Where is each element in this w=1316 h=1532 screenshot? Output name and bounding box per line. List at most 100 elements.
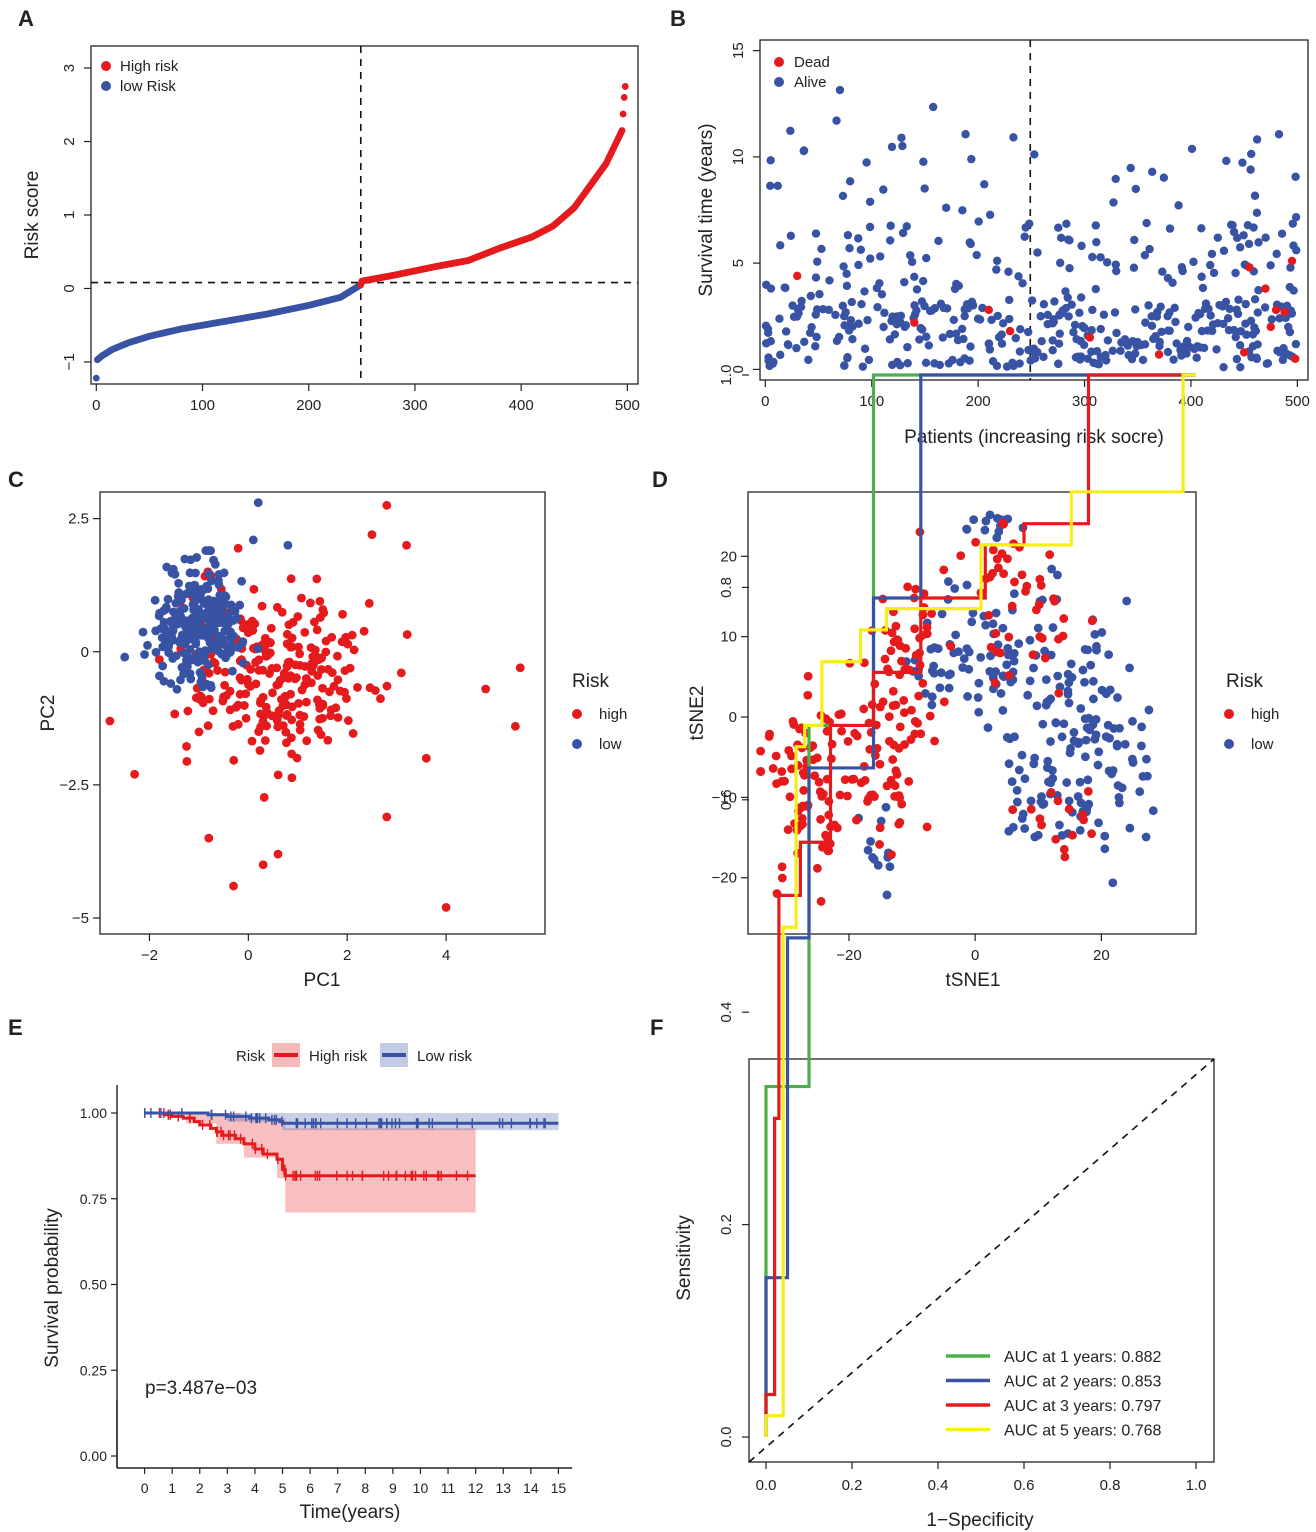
alive-point [918, 276, 928, 286]
alive-point [876, 252, 885, 261]
low-point [237, 576, 247, 586]
alive-point [1050, 297, 1059, 306]
alive-point [1096, 253, 1105, 262]
low-point [1063, 689, 1073, 699]
low-point [253, 644, 263, 654]
plot-border [99, 491, 546, 935]
y-tick-label: 0 [61, 284, 78, 292]
high-point [1008, 805, 1018, 815]
high-point [312, 625, 322, 635]
low-point [1113, 693, 1122, 702]
alive-point [966, 342, 975, 351]
high-point [1059, 614, 1069, 623]
low-point [967, 617, 977, 627]
low-point [1104, 650, 1114, 659]
high-point [922, 623, 932, 632]
low-point [1128, 716, 1137, 726]
high-point [376, 694, 385, 703]
alive-point [912, 306, 921, 315]
high-point [895, 722, 905, 732]
low-point [1029, 663, 1038, 673]
low-point [1030, 753, 1040, 763]
alive-point [898, 141, 907, 151]
low-point [991, 608, 1001, 618]
alive-point [1096, 324, 1105, 334]
alive-point [1246, 165, 1255, 174]
alive-point [1277, 229, 1287, 238]
high-point [875, 840, 884, 849]
dead-point [1287, 256, 1297, 266]
alive-point [1174, 201, 1183, 210]
high-point [1068, 830, 1077, 840]
low-point [1094, 747, 1104, 757]
high-point [510, 721, 520, 731]
high-point [318, 701, 328, 711]
panel-letter: F [650, 1015, 663, 1040]
high-point [1078, 810, 1088, 820]
alive-point [1036, 312, 1045, 321]
high-point [396, 668, 406, 678]
high-point [359, 626, 369, 636]
low-point [1009, 656, 1019, 666]
alive-point [978, 303, 987, 313]
alive-point [1263, 359, 1273, 368]
alive-point [921, 358, 931, 368]
alive-point [1065, 236, 1074, 245]
low-point [1088, 720, 1098, 730]
low-point [120, 652, 130, 662]
x-tick-label: 200 [966, 393, 991, 410]
high-point [1004, 671, 1014, 680]
x-tick-label: 0 [141, 1480, 149, 1496]
low-point [1014, 765, 1024, 775]
high-point [939, 697, 949, 707]
high-point [795, 821, 805, 831]
x-tick-label: 9 [389, 1480, 397, 1496]
high-point [247, 616, 257, 626]
alive-point [885, 335, 895, 344]
high-point [894, 819, 904, 829]
y-tick-label: 0 [730, 365, 747, 373]
alive-point [984, 339, 994, 348]
high-point [816, 815, 825, 824]
plot-border [759, 39, 1309, 381]
alive-point [1192, 353, 1201, 362]
alive-point [1075, 308, 1084, 318]
low-point [174, 588, 184, 597]
alive-point [842, 269, 851, 278]
low-point [876, 816, 886, 826]
low-point [1082, 803, 1092, 813]
alive-point [773, 181, 782, 191]
alive-point [1116, 346, 1125, 356]
legend-label: low [1251, 736, 1274, 753]
alive-point [1260, 303, 1270, 312]
alive-point [831, 310, 840, 320]
dead-point [1261, 284, 1270, 293]
high-point [254, 727, 264, 736]
low-point [220, 626, 230, 636]
high-point [235, 673, 245, 682]
dead-point [1280, 307, 1289, 317]
high-point [297, 593, 306, 603]
high-point [295, 649, 305, 659]
low-point [988, 619, 998, 629]
low-point [1105, 733, 1114, 743]
high-point [886, 646, 896, 656]
alive-point [974, 217, 983, 226]
alive-point [1072, 334, 1081, 344]
high-point [308, 652, 318, 661]
alive-point [1158, 267, 1167, 276]
low-point [158, 661, 168, 671]
high-point [810, 771, 820, 781]
high-point [765, 729, 774, 739]
low-point [985, 510, 995, 520]
high-point [1003, 554, 1012, 564]
alive-point [786, 231, 796, 241]
low-point [926, 644, 936, 654]
alive-point [898, 228, 908, 238]
alive-point [975, 315, 985, 324]
alive-point [1073, 352, 1083, 361]
high-point [895, 793, 905, 803]
high-point [1007, 601, 1017, 611]
alive-point [783, 340, 793, 349]
high-point [284, 620, 294, 630]
